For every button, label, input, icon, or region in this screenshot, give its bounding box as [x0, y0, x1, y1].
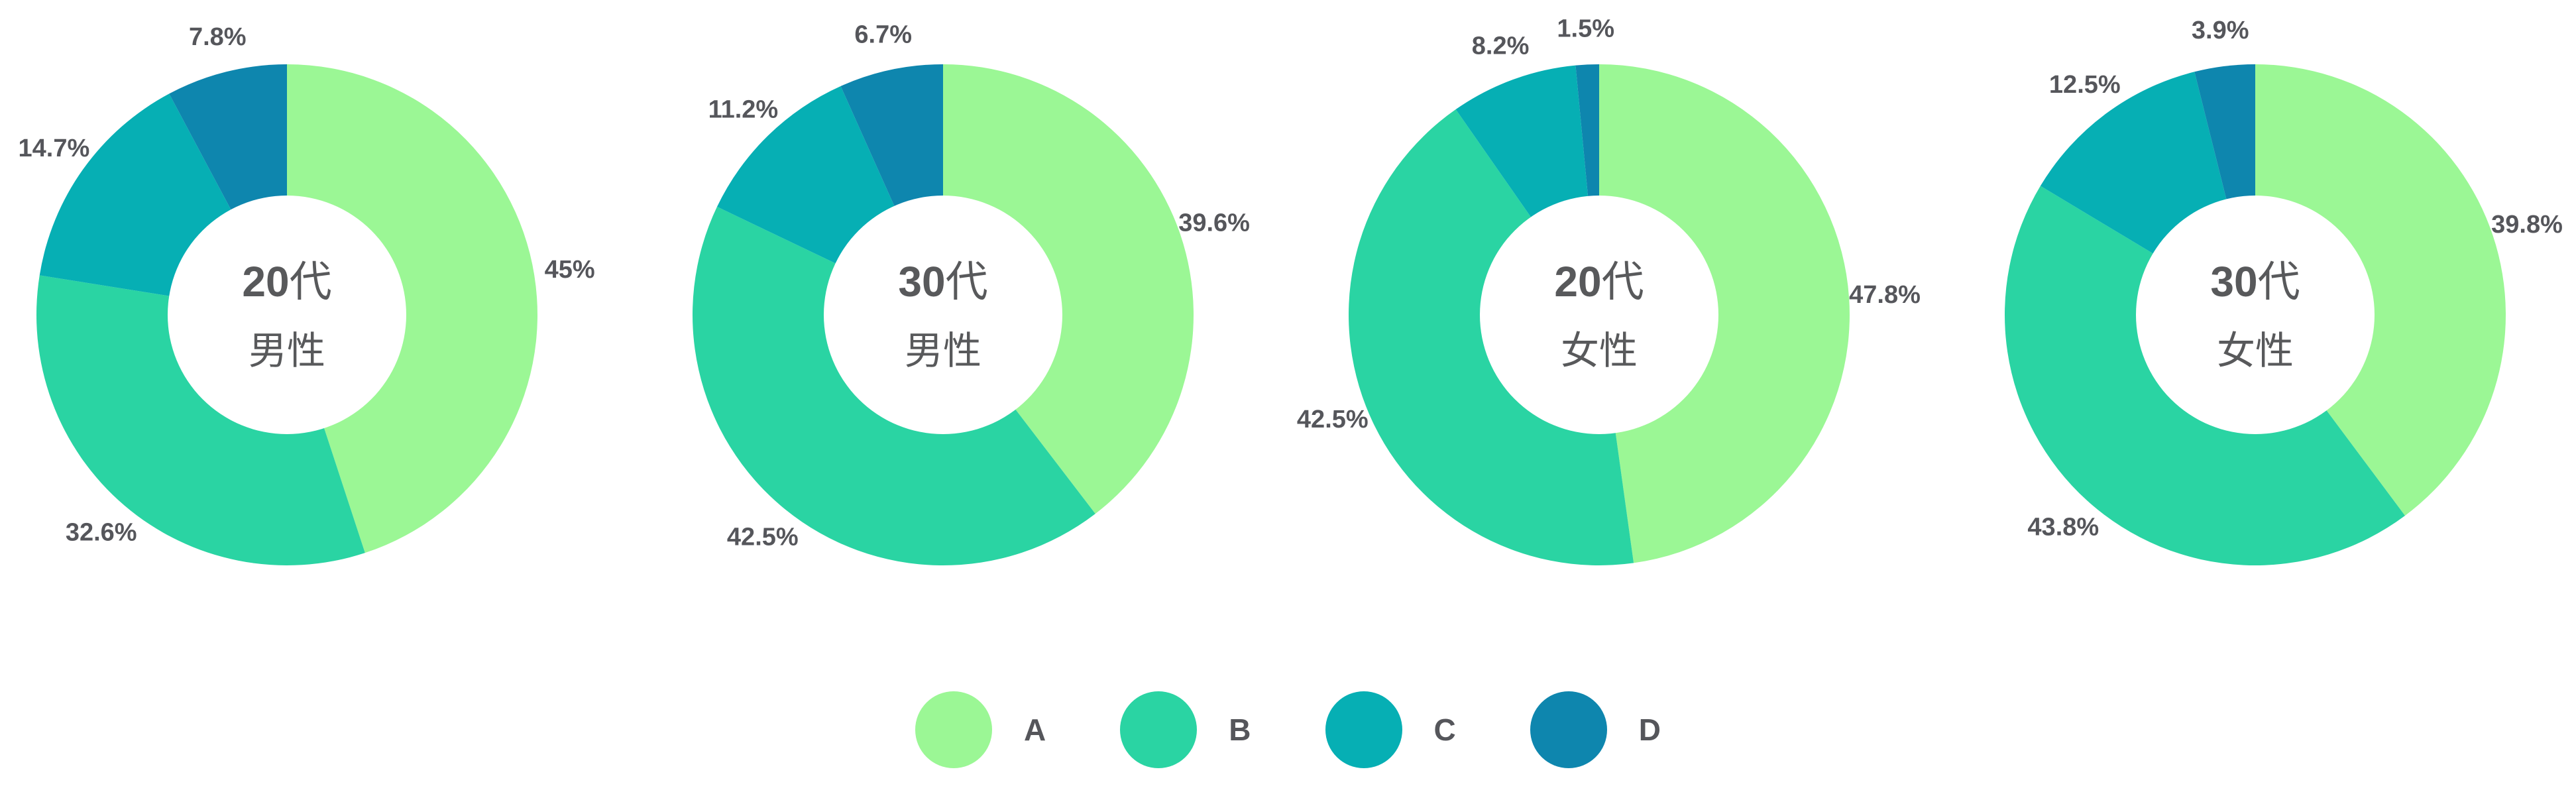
slice-value-label-30代男性-A: 39.6% [1178, 209, 1250, 237]
slice-value-label-20代女性-C: 8.2% [1472, 32, 1530, 60]
slice-value-label-20代女性-D: 1.5% [1557, 15, 1614, 43]
donut-hole [2136, 196, 2375, 434]
legend-item-C: C [1325, 691, 1456, 768]
slice-value-label-20代女性-A: 47.8% [1849, 281, 1921, 309]
donut-slice-30代男性-A [943, 64, 1194, 514]
donut-charts-canvas: 45% 32.6% 14.7% 7.8% 20代男性 39.6% 42.5% 11.2% 6.7… [19, 15, 2563, 566]
slice-value-label-20代男性-A: 45% [545, 256, 595, 284]
donut-center-label-20代女性: 20代女性 [1554, 258, 1644, 372]
donut-center-label-30代女性: 30代女性 [2210, 258, 2300, 372]
donut-hole [1480, 196, 1718, 434]
legend-item-D: D [1530, 691, 1661, 768]
donut-chart-20代女性: 47.8% 42.5% 8.2% 1.5% 20代女性 [1297, 15, 1921, 565]
legend-color-dot-D [1530, 691, 1607, 768]
legend-label-A: A [1024, 713, 1046, 747]
slice-value-label-30代女性-C: 12.5% [2049, 71, 2121, 99]
slice-value-label-20代男性-B: 32.6% [66, 519, 137, 547]
slice-value-label-30代女性-B: 43.8% [2027, 513, 2099, 541]
donut-slice-30代女性-A [2255, 64, 2506, 516]
legend-color-dot-C [1325, 691, 1402, 768]
legend-color-dot-B [1120, 691, 1198, 768]
donut-center-label-20代男性: 20代男性 [242, 258, 331, 372]
legend-label-B: B [1229, 713, 1251, 747]
slice-value-label-20代男性-C: 14.7% [19, 135, 90, 162]
donut-hole [824, 196, 1062, 434]
donut-slice-20代女性-A [1599, 64, 1850, 563]
slice-value-label-30代女性-D: 3.9% [2192, 17, 2249, 44]
donut-chart-20代男性: 45% 32.6% 14.7% 7.8% 20代男性 [19, 23, 595, 566]
legend-label-C: C [1433, 713, 1456, 747]
donut-chart-30代女性: 39.8% 43.8% 12.5% 3.9% 30代女性 [2004, 17, 2563, 566]
legend: A B C D [0, 691, 2576, 768]
slice-value-label-30代男性-D: 6.7% [854, 21, 912, 49]
legend-label-D: D [1638, 713, 1661, 747]
legend-color-dot-A [915, 691, 993, 768]
slice-value-label-20代男性-D: 7.8% [189, 23, 247, 51]
donut-chart-30代男性: 39.6% 42.5% 11.2% 6.7% 30代男性 [692, 21, 1250, 566]
donut-hole [168, 196, 406, 434]
legend-item-A: A [915, 691, 1046, 768]
donut-slice-20代男性-A [287, 64, 538, 553]
slice-value-label-30代男性-B: 42.5% [727, 523, 799, 551]
slice-value-label-20代女性-B: 42.5% [1297, 406, 1369, 433]
slice-value-label-30代男性-C: 11.2% [708, 96, 779, 124]
slice-value-label-30代女性-A: 39.8% [2491, 211, 2563, 239]
legend-item-B: B [1120, 691, 1251, 768]
donut-center-label-30代男性: 30代男性 [898, 258, 987, 372]
